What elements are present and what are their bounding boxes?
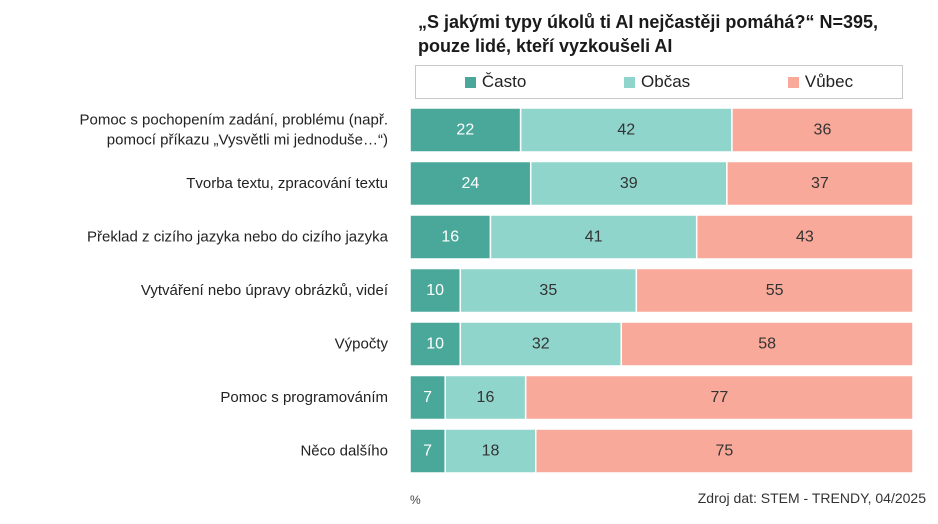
bar-segment-vubec [635,267,914,314]
bar-segment-casto [409,321,462,367]
bar-value-label-vubec: 55 [766,282,784,299]
legend-label-vubec: Vůbec [804,72,854,91]
chart-legend: Často Občas Vůbec [415,65,903,99]
bar-segment-casto [409,267,462,314]
legend-swatch-obcas [624,76,636,88]
category-label: Vytváření nebo úpravy obrázků, videí [141,282,389,299]
bar-segment-casto [409,214,492,260]
bar-segment-casto [409,160,532,207]
bar-value-label-casto: 7 [423,389,432,406]
chart-title-line-1: „S jakými typy úkolů ti AI nejčastěji po… [418,12,878,32]
category-label: Výpočty [335,336,389,353]
bar-segment-obcas [529,160,728,207]
bar-value-label-casto: 22 [456,122,474,139]
legend-label-casto: Často [481,72,527,91]
bar-value-label-obcas: 39 [620,175,638,192]
bar-value-label-obcas: 35 [539,282,557,299]
bar-segment-obcas [519,107,733,153]
bar-value-label-obcas: 42 [617,122,635,139]
bar-segment-vubec [535,428,914,474]
category-label: Pomoc s pochopením zadání, problému (nap… [79,112,388,149]
bar-value-label-vubec: 37 [811,175,829,192]
category-label: Pomoc s programováním [220,389,388,406]
category-label: Tvorba textu, zpracování textu [186,175,388,192]
bar-segment-obcas [489,214,698,260]
legend-item-obcas: Občas [624,72,690,92]
bar-value-label-vubec: 36 [814,122,832,139]
legend-label-obcas: Občas [641,72,691,91]
bar-value-label-vubec: 77 [710,389,728,406]
bar-segment-obcas [459,321,623,367]
legend-item-vubec: Vůbec [787,72,854,92]
bar-value-label-vubec: 58 [758,336,776,353]
legend-item-casto: Často [464,72,527,92]
bar-segment-vubec [731,107,914,153]
bar-segment-vubec [524,374,914,421]
bar-value-label-casto: 24 [461,175,479,192]
bar-segment-casto [409,107,522,153]
bar-value-label-casto: 16 [441,229,459,246]
bar-segment-vubec [620,321,914,367]
bar-segment-obcas [444,428,537,474]
bar-value-label-vubec: 43 [796,229,814,246]
bar-value-label-vubec: 75 [715,443,733,460]
category-label: Něco dalšího [300,443,388,460]
legend-swatch-casto [464,76,476,88]
bar-value-label-obcas: 41 [585,229,603,246]
chart-title: „S jakými typy úkolů ti AI nejčastěji po… [418,10,928,58]
data-source: Zdroj dat: STEM - TRENDY, 04/2025 [697,490,926,506]
bar-value-label-casto: 10 [426,336,444,353]
bar-value-label-casto: 7 [423,443,432,460]
chart-title-line-2: pouze lidé, kteří vyzkoušeli AI [418,36,673,56]
bar-value-label-obcas: 18 [482,443,500,460]
category-label: Překlad z cizího jazyka nebo do cizího j… [87,229,389,246]
legend-swatch-vubec [787,76,799,88]
bar-segment-vubec [726,160,914,207]
bar-value-label-obcas: 16 [477,389,495,406]
bar-segment-casto [409,428,446,474]
bar-value-label-obcas: 32 [532,336,550,353]
bar-value-label-casto: 10 [426,282,444,299]
bar-segment-vubec [695,214,914,260]
percent-unit-label: % [410,493,421,507]
